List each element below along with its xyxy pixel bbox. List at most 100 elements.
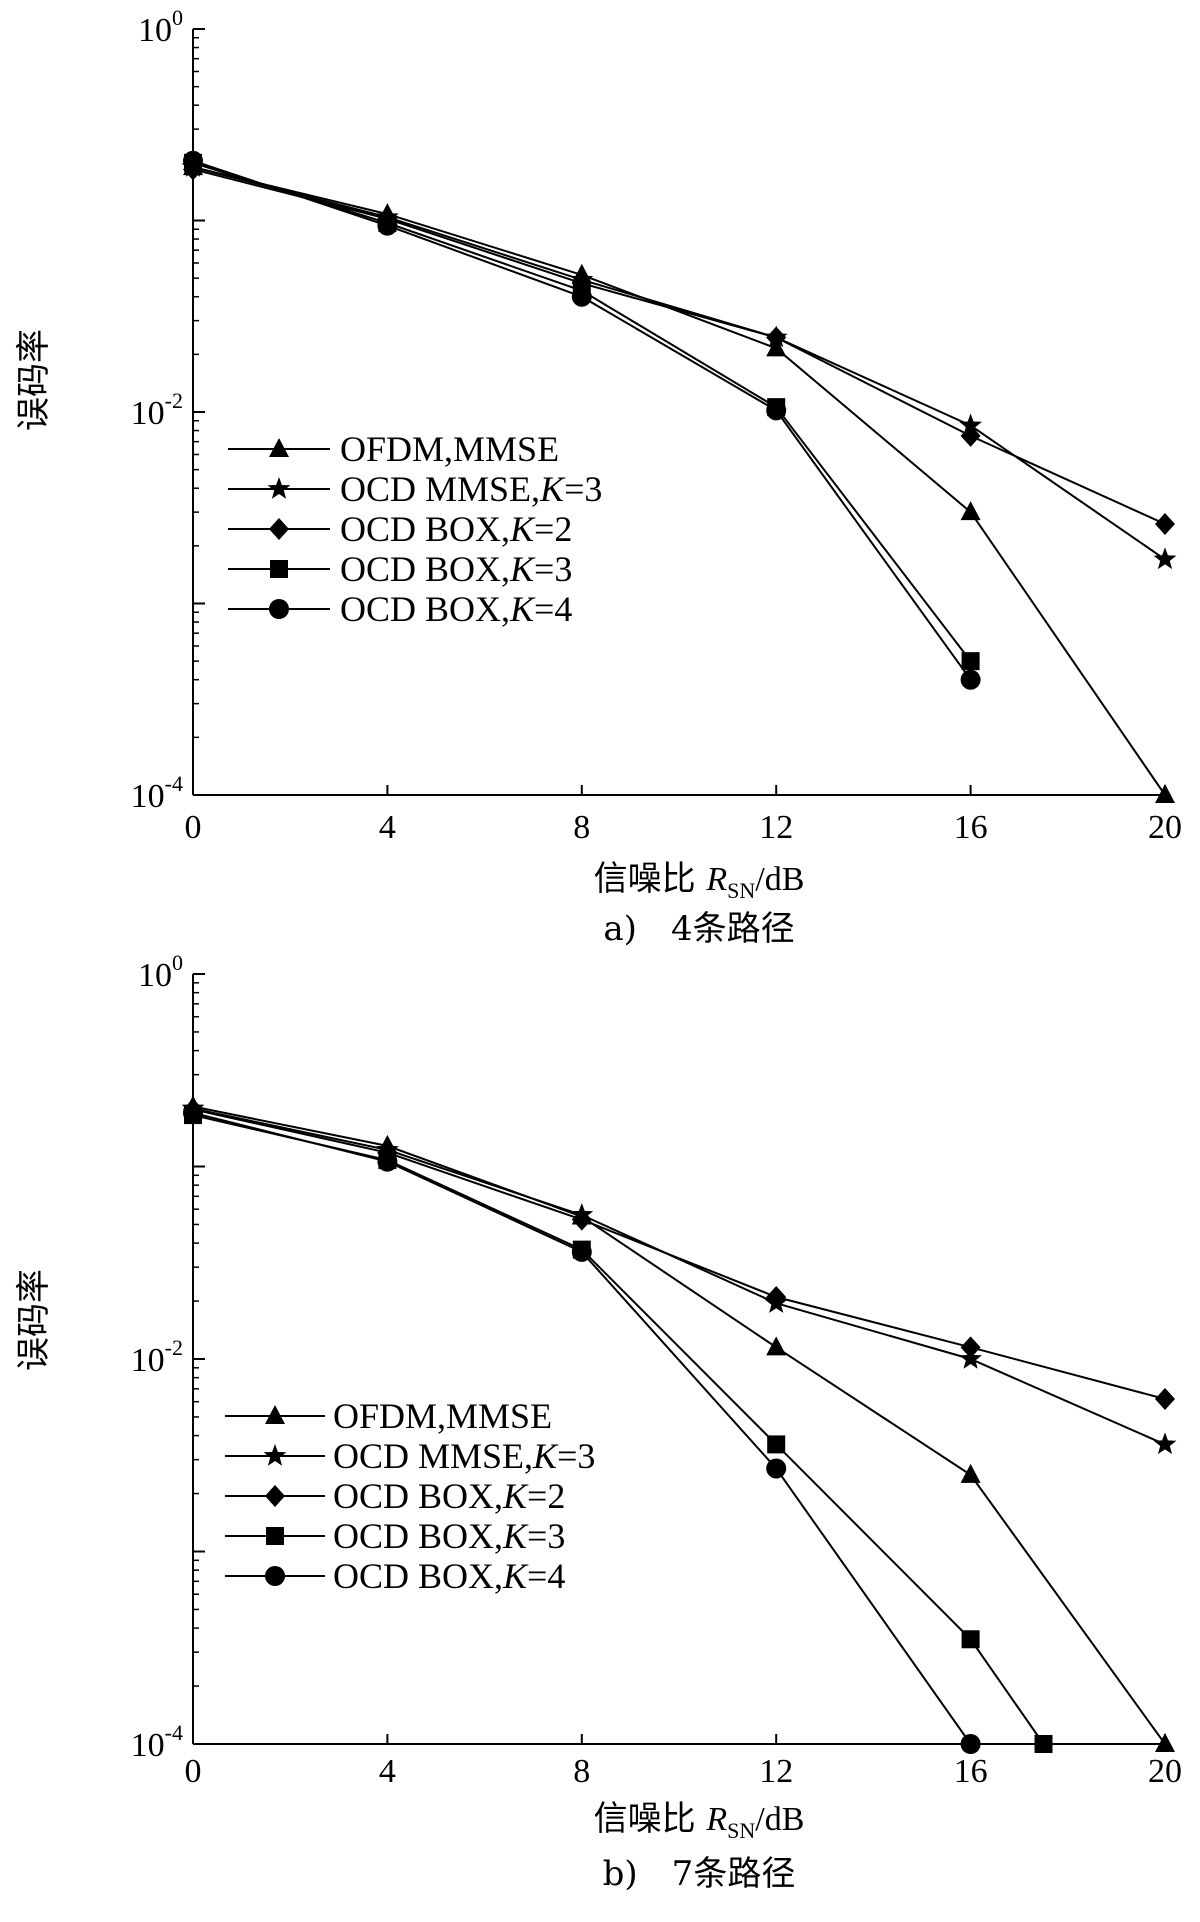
- data-point-star: [959, 413, 982, 436]
- x-axis-label-symbol: R: [705, 1801, 727, 1838]
- legend-marker-square: [266, 1527, 284, 1545]
- legend-label-italic: K: [502, 1476, 529, 1516]
- x-axis-label-subscript: SN: [727, 878, 755, 903]
- legend-label: OCD BOX,K=2: [333, 1476, 565, 1516]
- y-tick-exponent: -4: [165, 1720, 183, 1745]
- y-tick-base: 10: [131, 1342, 165, 1379]
- x-tick-label: 0: [185, 809, 202, 846]
- legend-label-prefix: OCD BOX,: [340, 549, 510, 589]
- legend-label-suffix: =3: [564, 469, 602, 509]
- data-point-star: [1153, 1432, 1177, 1455]
- legend-label-italic: K: [509, 509, 536, 549]
- data-point-circle: [183, 1102, 203, 1123]
- x-tick-label: 4: [379, 809, 396, 846]
- legend-marker-square: [270, 560, 288, 578]
- legend-label-prefix: OCD MMSE,: [340, 469, 540, 509]
- data-point-circle: [960, 669, 981, 690]
- y-tick-exponent: 0: [172, 950, 183, 975]
- legend-marker-star: [263, 1444, 287, 1466]
- x-axis-label-text: 信噪比: [594, 1799, 707, 1839]
- y-tick-label: 10-4: [131, 1720, 183, 1764]
- series-line-diamond: [192, 168, 1166, 525]
- data-point-star: [1153, 547, 1177, 570]
- legend-label-italic: K: [539, 469, 566, 509]
- series-line-star: [192, 1107, 1166, 1446]
- data-point-square: [767, 1435, 786, 1454]
- legend-label: OCD BOX,K=4: [333, 1556, 565, 1596]
- x-tick-label: 8: [573, 1753, 590, 1790]
- chart-caption: a) 4条路径: [603, 909, 794, 949]
- data-point-diamond: [766, 326, 787, 349]
- legend-label-suffix: =4: [527, 1556, 565, 1596]
- legend-label: OFDM,MMSE: [333, 1396, 552, 1436]
- x-tick-label: 12: [759, 809, 793, 846]
- legend-marker-diamond: [265, 1485, 285, 1507]
- x-tick-label: 12: [759, 1753, 793, 1790]
- data-point-circle: [571, 286, 592, 307]
- data-point-square: [961, 652, 980, 671]
- legend-label: OCD BOX,K=3: [340, 549, 572, 589]
- x-axis-label: 信噪比 RSN/dB: [594, 1799, 805, 1843]
- data-point-triangle: [960, 1463, 981, 1483]
- legend-label-suffix: =3: [534, 549, 572, 589]
- y-tick-label: 10-4: [131, 771, 183, 815]
- legend-label: OCD BOX,K=2: [340, 509, 572, 549]
- data-point-diamond: [960, 424, 981, 447]
- y-tick-base: 10: [131, 395, 165, 432]
- data-point-triangle: [1155, 1733, 1175, 1752]
- y-tick-exponent: 0: [172, 5, 183, 30]
- data-point-circle: [377, 215, 398, 236]
- x-tick-label: 20: [1148, 1753, 1182, 1790]
- data-point-circle: [766, 1458, 787, 1479]
- legend-label: OCD BOX,K=4: [340, 589, 572, 629]
- data-point-circle: [766, 400, 787, 421]
- y-tick-base: 10: [138, 957, 172, 994]
- data-point-circle: [183, 150, 203, 171]
- x-axis-label: 信噪比 RSN/dB: [594, 859, 805, 903]
- data-point-square: [1034, 1735, 1053, 1753]
- x-axis-label-text: 信噪比: [594, 859, 707, 899]
- data-point-circle: [377, 1151, 398, 1172]
- x-tick-label: 0: [185, 1753, 202, 1790]
- legend-label-prefix: OCD BOX,: [333, 1556, 503, 1596]
- data-point-circle: [960, 1734, 981, 1754]
- x-axis-label-subscript: SN: [727, 1818, 755, 1843]
- legend-label-prefix: OCD BOX,: [340, 589, 510, 629]
- x-tick-label: 16: [954, 1753, 988, 1790]
- series-line-triangle: [192, 166, 1166, 796]
- legend-label-italic: K: [509, 549, 536, 589]
- x-axis-label-unit: /dB: [755, 861, 804, 898]
- data-point-square: [961, 1630, 980, 1649]
- legend-label-suffix: =3: [557, 1436, 595, 1476]
- legend-label-suffix: =4: [534, 589, 572, 629]
- x-axis-label-symbol: R: [705, 861, 727, 898]
- chart-caption: b) 7条路径: [603, 1854, 796, 1894]
- x-tick-label: 16: [954, 809, 988, 846]
- legend-label-italic: K: [502, 1516, 529, 1556]
- y-axis-label: 误码率: [14, 1269, 54, 1371]
- data-point-diamond: [960, 1336, 981, 1359]
- x-tick-label: 8: [573, 809, 590, 846]
- y-tick-label: 100: [138, 950, 183, 994]
- legend-label: OCD BOX,K=3: [333, 1516, 565, 1556]
- legend-label-italic: K: [502, 1556, 529, 1596]
- y-axis-label: 误码率: [14, 329, 54, 431]
- legend-marker-star: [267, 477, 291, 499]
- x-axis-label-unit: /dB: [755, 1801, 804, 1838]
- legend-marker-triangle: [265, 1405, 285, 1424]
- data-point-triangle: [1155, 784, 1175, 803]
- legend-marker-circle: [269, 599, 289, 619]
- x-tick-label: 20: [1148, 809, 1182, 846]
- y-tick-base: 10: [131, 1727, 165, 1764]
- data-point-diamond: [766, 1285, 787, 1308]
- y-tick-label: 10-2: [131, 1335, 183, 1379]
- legend-label: OCD MMSE,K=3: [340, 469, 602, 509]
- legend-label-italic: K: [509, 589, 536, 629]
- legend-label-prefix: OFDM,MMSE: [340, 429, 559, 469]
- data-point-triangle: [766, 1336, 787, 1356]
- legend-label: OCD MMSE,K=3: [333, 1436, 595, 1476]
- y-tick-label: 100: [138, 5, 183, 49]
